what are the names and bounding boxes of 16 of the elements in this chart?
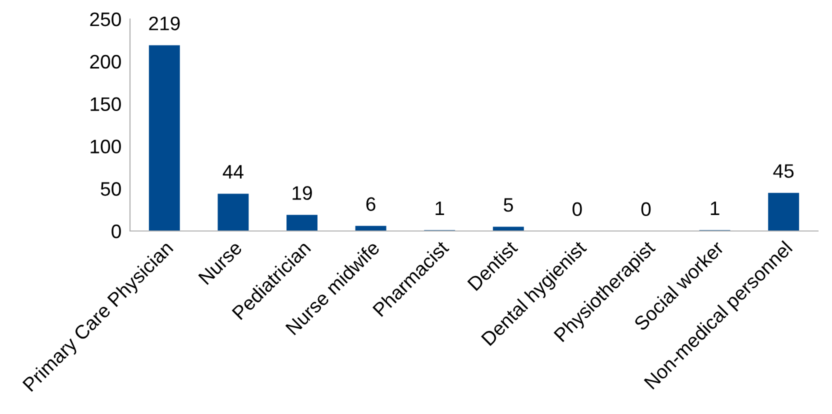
data-label: 219: [149, 16, 180, 30]
y-tick-label: 150: [90, 97, 121, 112]
y-tick-label: 50: [100, 182, 121, 196]
y-tick-label: 100: [90, 140, 121, 154]
y-tick-label: 0: [112, 224, 121, 238]
data-label: 45: [773, 164, 794, 178]
y-tick-label: 200: [90, 54, 121, 69]
data-label: 0: [572, 202, 582, 216]
data-label: 1: [710, 202, 720, 216]
data-label: 5: [504, 198, 513, 212]
y-tick-label: 250: [90, 12, 121, 26]
data-label: 0: [641, 202, 651, 216]
data-label: 44: [222, 165, 244, 179]
data-label: 1: [436, 202, 444, 216]
data-label: 6: [366, 197, 376, 211]
data-label: 19: [292, 186, 312, 200]
